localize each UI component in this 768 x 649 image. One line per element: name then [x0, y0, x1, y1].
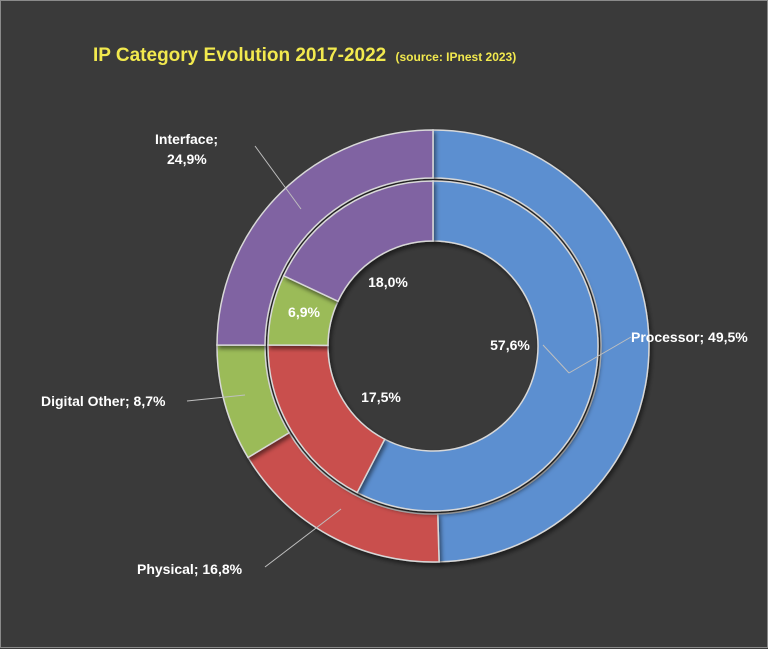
inner-label-processor: 57,6%	[490, 337, 530, 353]
outer-slice-interface	[216, 129, 434, 346]
inner-slice-interface	[282, 180, 434, 303]
outer-label-digital-other: Digital Other; 8,7%	[41, 393, 166, 409]
inner-label-physical: 17,5%	[361, 389, 401, 405]
chart-subtitle: (source: IPnest 2023)	[395, 50, 517, 64]
inner-label-interface: 18,0%	[368, 274, 408, 290]
data-labels: Processor; 49,5% Physical; 16,8% Digital O…	[41, 131, 748, 577]
chart-title-text: IP Category Evolution 2017-2022	[93, 45, 387, 66]
outer-label-physical: Physical; 16,8%	[137, 561, 243, 577]
inner-slice-processor	[356, 180, 599, 512]
outer-slice-processor	[432, 129, 650, 563]
inner-ring	[267, 180, 599, 512]
leader-line-outer-digital-other	[186, 394, 246, 402]
leader-lines	[186, 145, 632, 568]
leader-line-outer-processor	[568, 336, 632, 374]
leader-line-outer-physical	[264, 508, 342, 568]
outer-label-interface: Interface; 24,9%	[155, 131, 218, 167]
leader-line-outer-interface	[254, 145, 302, 210]
inner-label-digital-other: 6,9%	[288, 304, 320, 320]
leader-line-inner-processor	[542, 344, 570, 374]
outer-ring	[216, 129, 650, 563]
outer-label-processor: Processor; 49,5%	[631, 329, 748, 345]
chart-title: IP Category Evolution 2017-2022 (source:…	[93, 45, 516, 67]
